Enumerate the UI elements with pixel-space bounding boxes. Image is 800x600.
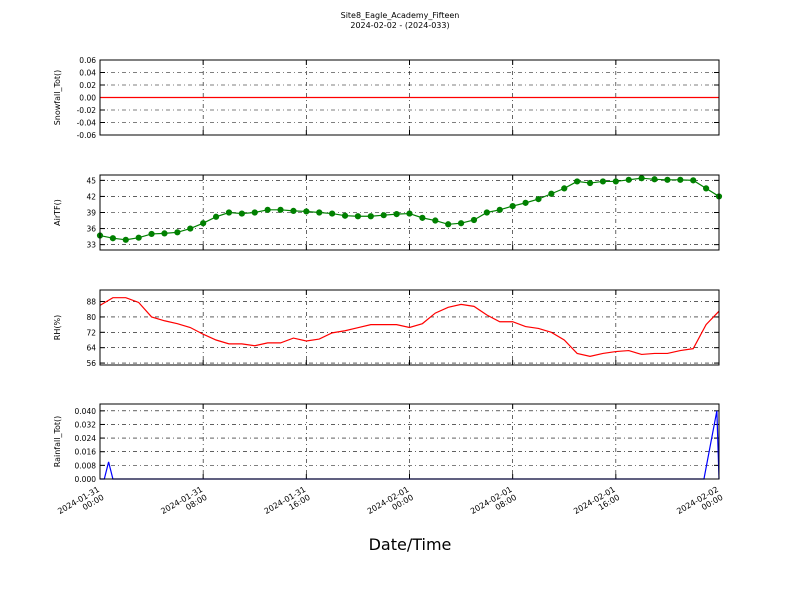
data-point <box>380 212 387 219</box>
y-tick-label: 39 <box>86 209 96 218</box>
y-tick-label: 0.032 <box>75 420 97 429</box>
data-point <box>612 178 619 185</box>
x-axis-label: Date/Time <box>369 535 452 554</box>
data-point <box>548 190 555 197</box>
data-point <box>535 196 542 203</box>
data-point <box>677 176 684 183</box>
y-tick-label: 88 <box>86 298 96 307</box>
y-tick-label: 42 <box>86 192 96 201</box>
data-point <box>561 185 568 192</box>
y-tick-label: 56 <box>86 359 96 368</box>
y-axis-label: RH(%) <box>53 315 62 340</box>
y-tick-label: -0.04 <box>77 119 97 128</box>
data-point <box>690 177 697 184</box>
y-axis-label: Rainfall_Tot() <box>53 416 62 468</box>
data-point <box>445 221 452 228</box>
data-point <box>651 176 658 183</box>
y-tick-label: 45 <box>86 176 96 185</box>
y-tick-label: 0.024 <box>75 434 97 443</box>
chart-subtitle: 2024-02-02 - (2024-033) <box>350 21 449 30</box>
data-point <box>354 213 362 220</box>
data-point <box>432 217 439 224</box>
y-tick-label: -0.02 <box>77 106 97 115</box>
plot-frame <box>99 403 720 480</box>
data-point <box>148 230 155 238</box>
data-point <box>212 213 220 220</box>
data-point <box>290 207 297 214</box>
y-tick-label: 36 <box>86 225 96 234</box>
data-point <box>599 178 607 185</box>
data-point <box>225 209 233 216</box>
y-tick-label: 0.02 <box>79 81 96 90</box>
plot-frame <box>99 174 720 251</box>
data-point <box>574 178 581 185</box>
data-point <box>303 208 310 215</box>
y-tick-label: 0.06 <box>79 56 96 65</box>
y-tick-label: 72 <box>86 328 96 337</box>
y-axis-label: AirTF() <box>53 199 62 226</box>
data-point <box>329 210 336 217</box>
y-tick-label: 0.008 <box>75 461 97 470</box>
data-point <box>483 209 490 216</box>
data-point <box>122 236 129 243</box>
data-point <box>419 214 426 221</box>
data-point <box>470 216 478 224</box>
data-point <box>509 202 516 210</box>
data-point <box>393 211 400 218</box>
y-tick-label: 33 <box>86 241 96 250</box>
data-point <box>238 210 245 217</box>
data-point <box>638 175 645 182</box>
data-point <box>251 209 258 216</box>
data-point <box>341 212 349 219</box>
data-point <box>135 234 142 241</box>
plot-frame <box>99 289 720 366</box>
data-point <box>496 206 503 213</box>
data-point <box>277 206 284 213</box>
data-point <box>367 213 374 220</box>
y-tick-label: -0.06 <box>77 131 97 140</box>
y-tick-label: 0.04 <box>79 69 96 78</box>
data-point <box>664 176 671 183</box>
data-point <box>522 199 529 206</box>
y-tick-label: 0.040 <box>75 407 97 416</box>
data-point <box>625 176 632 183</box>
y-tick-label: 0.00 <box>79 94 96 103</box>
y-tick-label: 0.000 <box>75 475 97 484</box>
y-tick-label: 0.016 <box>75 448 97 457</box>
plot-frame <box>99 59 720 136</box>
data-point <box>187 225 194 232</box>
data-point <box>200 220 207 227</box>
y-tick-label: 80 <box>86 313 96 322</box>
data-point <box>264 206 271 213</box>
chart-title: Site8_Eagle_Academy_Fifteen <box>341 11 460 20</box>
data-point <box>406 210 413 217</box>
data-point <box>174 229 181 236</box>
data-point <box>457 220 465 227</box>
data-point <box>703 185 710 192</box>
data-line <box>99 297 720 357</box>
data-point <box>109 235 116 242</box>
data-point <box>161 230 168 237</box>
data-point <box>586 179 594 187</box>
y-axis-label: Snowfall_Tot() <box>53 70 62 126</box>
data-point <box>316 209 323 216</box>
y-tick-label: 64 <box>86 344 96 353</box>
